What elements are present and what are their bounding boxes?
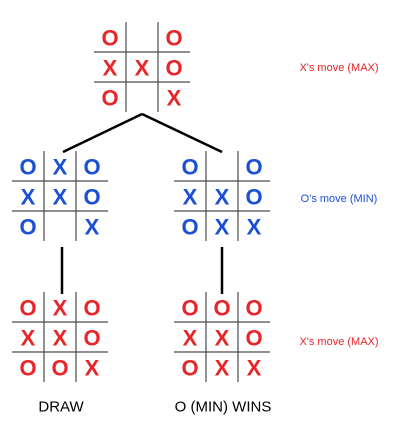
- cell-mark-x: X: [21, 326, 36, 351]
- board-right-mid: O OX X OO X X: [174, 151, 270, 241]
- cell-mark-x: X: [53, 155, 68, 180]
- level-label-bottom: X's move (MAX): [299, 336, 378, 348]
- cell-mark-x: X: [247, 356, 262, 381]
- board-right-leaf: O O OX X OO X X: [174, 292, 270, 382]
- cell-mark-o: O: [19, 296, 36, 321]
- outcome-o-wins-caption: O (MIN) WINS: [175, 399, 272, 416]
- cell-mark-o: O: [181, 296, 198, 321]
- cell-mark-o: O: [213, 296, 230, 321]
- board-left-mid: O X OX X OO X: [12, 151, 108, 241]
- cell-mark-o: O: [101, 26, 118, 51]
- level-label-top: X's move (MAX): [299, 62, 378, 74]
- cell-mark-o: O: [19, 215, 36, 240]
- cell-mark-o: O: [165, 26, 182, 51]
- boards: O OX X OO XO X OX X OO XO OX X OO X XO X OX X OO O XO O OX X OO X…: [12, 22, 270, 382]
- cell-mark-x: X: [183, 185, 198, 210]
- tree-edges: [60, 112, 224, 294]
- edge-root-left: [62, 112, 143, 154]
- cell-mark-o: O: [245, 326, 262, 351]
- cell-mark-x: X: [53, 296, 68, 321]
- cell-mark-o: O: [19, 356, 36, 381]
- cell-mark-o: O: [83, 296, 100, 321]
- cell-mark-x: X: [85, 356, 100, 381]
- cell-mark-x: X: [215, 185, 230, 210]
- level-label-middle: O's move (MIN): [301, 193, 378, 205]
- cell-mark-o: O: [245, 155, 262, 180]
- cell-mark-x: X: [53, 326, 68, 351]
- outcome-draw-caption: DRAW: [38, 399, 84, 416]
- cell-mark-o: O: [83, 185, 100, 210]
- cell-mark-x: X: [53, 185, 68, 210]
- cell-mark-o: O: [83, 155, 100, 180]
- cell-mark-o: O: [181, 155, 198, 180]
- board-root: O OX X OO X: [94, 22, 190, 112]
- board-grid: [12, 292, 108, 382]
- cell-mark-x: X: [183, 326, 198, 351]
- edge-root-right: [141, 112, 223, 154]
- cell-mark-x: X: [21, 185, 36, 210]
- cell-mark-o: O: [181, 215, 198, 240]
- cell-mark-o: O: [245, 185, 262, 210]
- cell-mark-o: O: [101, 86, 118, 111]
- cell-mark-x: X: [215, 356, 230, 381]
- cell-mark-x: X: [85, 215, 100, 240]
- cell-mark-o: O: [245, 296, 262, 321]
- cell-mark-o: O: [83, 326, 100, 351]
- cell-mark-x: X: [103, 56, 118, 81]
- cell-mark-o: O: [51, 356, 68, 381]
- cell-mark-x: X: [215, 215, 230, 240]
- cell-mark-x: X: [135, 56, 150, 81]
- board-grid: [174, 292, 270, 382]
- board-grid: [12, 151, 108, 241]
- board-grid: [94, 22, 190, 112]
- board-grid: [174, 151, 270, 241]
- board-left-leaf: O X OX X OO O X: [12, 292, 108, 382]
- cell-mark-x: X: [167, 86, 182, 111]
- cell-mark-o: O: [165, 56, 182, 81]
- cell-mark-x: X: [247, 215, 262, 240]
- cell-mark-o: O: [181, 356, 198, 381]
- cell-mark-x: X: [215, 326, 230, 351]
- cell-mark-o: O: [19, 155, 36, 180]
